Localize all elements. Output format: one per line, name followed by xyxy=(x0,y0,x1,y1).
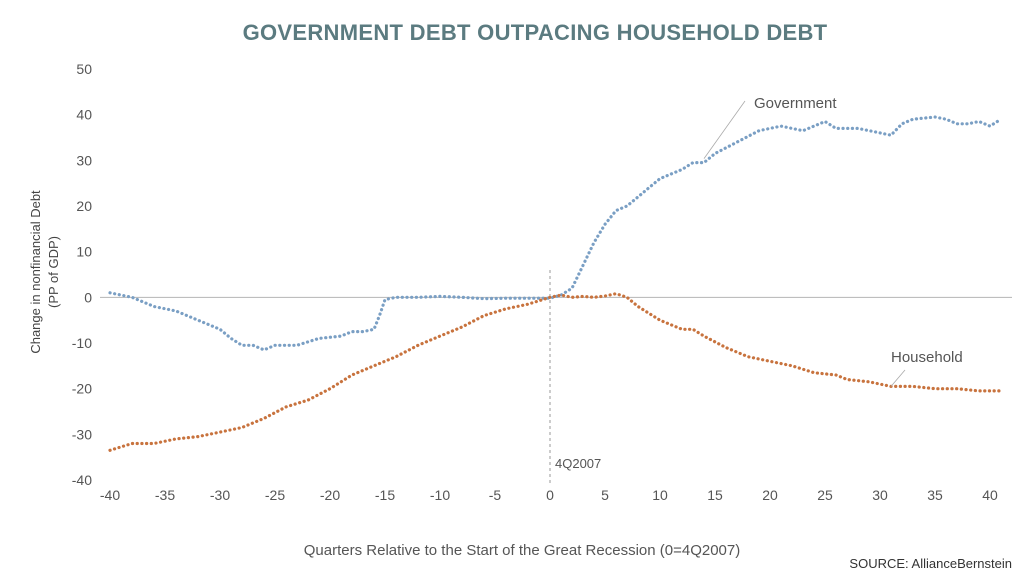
series-line-household xyxy=(108,292,1003,452)
y-tick-label: 10 xyxy=(76,244,92,260)
leader-line-government xyxy=(703,100,746,159)
y-tick-label: 20 xyxy=(76,198,92,214)
x-axis-label: Quarters Relative to the Start of the Gr… xyxy=(304,542,740,559)
y-tick-label: 30 xyxy=(76,152,92,168)
x-tick-label: 20 xyxy=(762,487,778,503)
y-tick-label: 0 xyxy=(84,289,92,305)
y-axis-label-line2: (PP of GDP) xyxy=(46,236,61,308)
x-tick-label: -40 xyxy=(100,487,120,503)
x-tick-label: 30 xyxy=(872,487,888,503)
x-tick-label: 5 xyxy=(601,487,609,503)
series-label-household: Household xyxy=(891,349,963,366)
source-note: SOURCE: AllianceBernstein xyxy=(849,556,1012,571)
y-axis-label-line1: Change in nonfinancial Debt xyxy=(28,190,43,354)
x-tick-labels: -40 -35 -30 -25 -20 -15 -10 -5 0 5 10 15 20 25 30 35 40 xyxy=(100,487,998,503)
series-line-government xyxy=(108,115,1003,352)
y-tick-label: 50 xyxy=(76,61,92,77)
series-labels: Government Household xyxy=(703,95,963,387)
series-layer xyxy=(108,115,1003,452)
y-tick-labels: 50 40 30 20 10 0 -10 -20 -30 -40 xyxy=(72,61,92,488)
chart-title: GOVERNMENT DEBT OUTPACING HOUSEHOLD DEBT xyxy=(243,20,828,45)
x-tick-label: -15 xyxy=(375,487,395,503)
x-tick-label: 35 xyxy=(927,487,943,503)
x-tick-label: 40 xyxy=(982,487,998,503)
leader-line-household xyxy=(890,369,906,387)
x-tick-label: -35 xyxy=(155,487,175,503)
y-tick-label: -20 xyxy=(72,381,92,397)
x-tick-label: -10 xyxy=(430,487,450,503)
series-label-government: Government xyxy=(754,95,837,112)
x-tick-label: 0 xyxy=(546,487,554,503)
x-tick-label: 10 xyxy=(652,487,668,503)
x-tick-label: -5 xyxy=(489,487,502,503)
x-tick-label: 15 xyxy=(707,487,723,503)
x-tick-label: -20 xyxy=(320,487,340,503)
y-tick-label: 40 xyxy=(76,107,92,123)
x-tick-label: -25 xyxy=(265,487,285,503)
y-tick-label: -30 xyxy=(72,426,92,442)
y-tick-label: -10 xyxy=(72,335,92,351)
recession-start-label: 4Q2007 xyxy=(555,456,601,471)
x-tick-label: 25 xyxy=(817,487,833,503)
y-tick-label: -40 xyxy=(72,472,92,488)
x-tick-label: -30 xyxy=(210,487,230,503)
